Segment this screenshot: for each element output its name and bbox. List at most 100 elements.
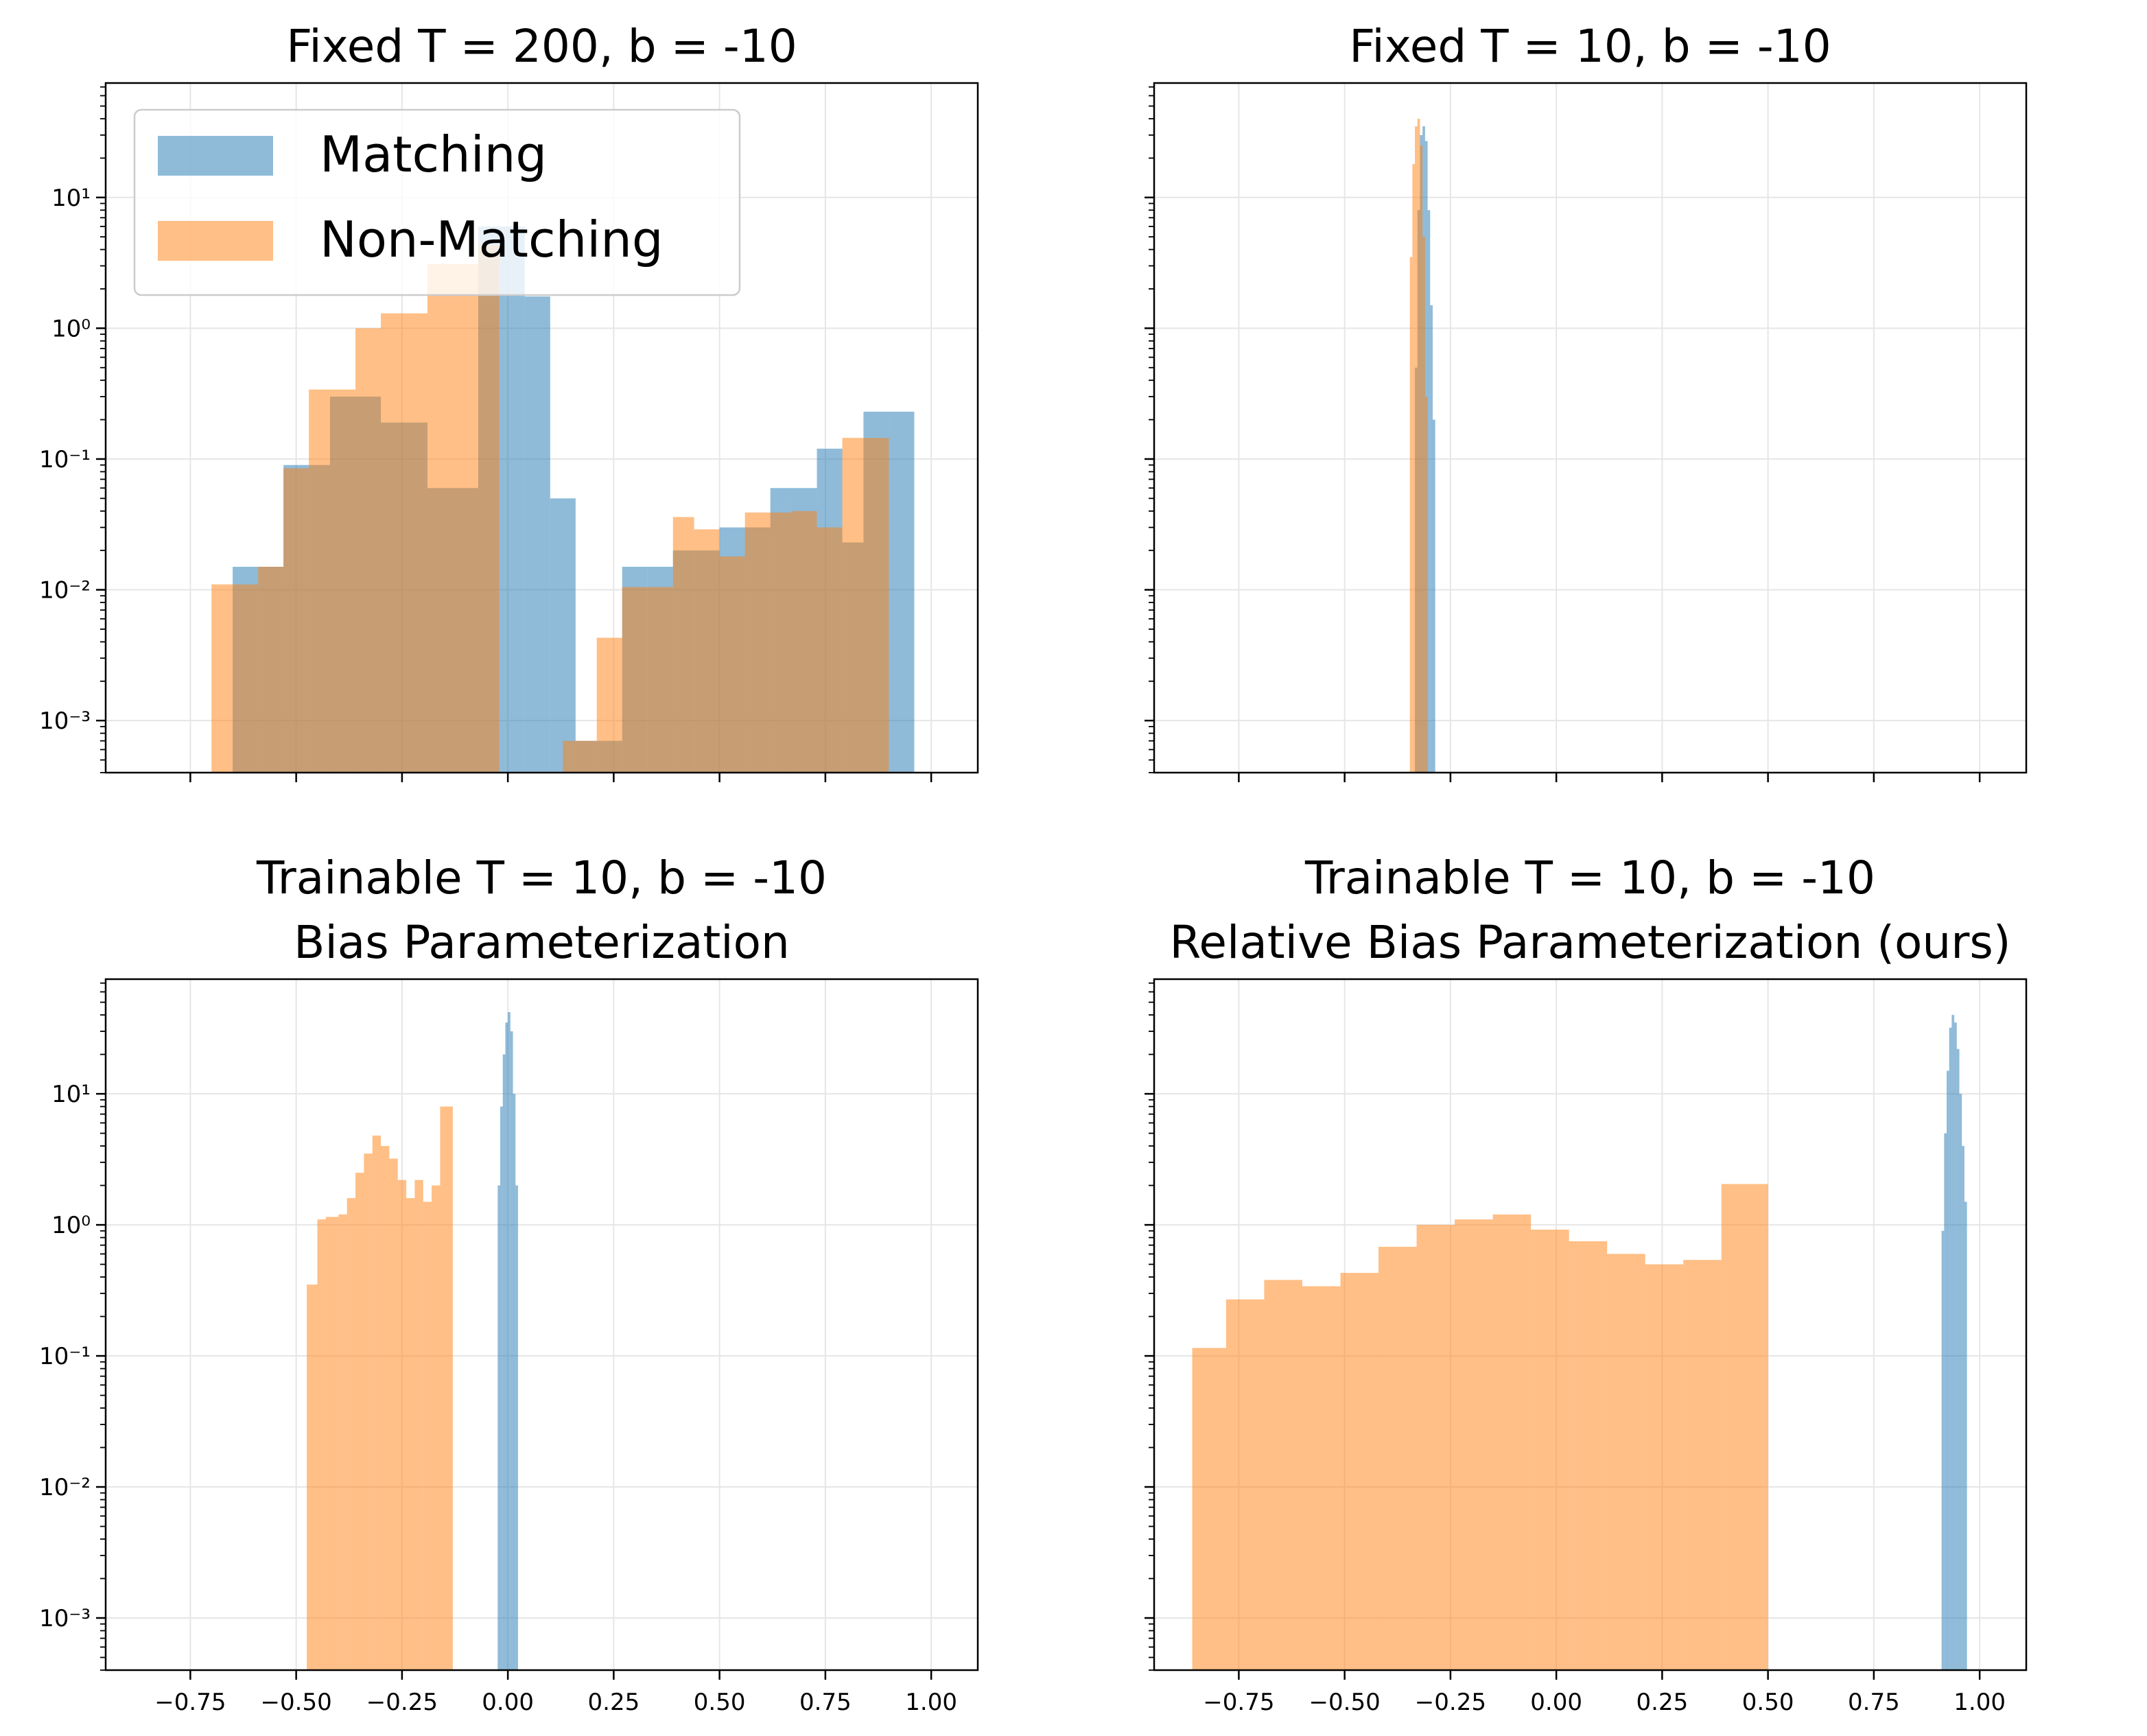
subplot-title: Trainable T = 10, b = -10 bbox=[256, 852, 827, 904]
histogram-bar bbox=[672, 517, 694, 773]
histogram-bar bbox=[427, 263, 453, 773]
x-tick-label: −0.50 bbox=[261, 1689, 332, 1716]
histogram-bar bbox=[524, 296, 550, 773]
x-tick-label: −0.25 bbox=[1415, 1689, 1486, 1716]
x-tick-label: 0.50 bbox=[1742, 1689, 1794, 1716]
histogram-bar bbox=[309, 389, 331, 773]
histogram-bar bbox=[1951, 1015, 1955, 1670]
histogram-bar bbox=[502, 1054, 506, 1670]
histogram-bar bbox=[325, 1217, 339, 1670]
y-tick-label: 10⁰ bbox=[51, 315, 91, 342]
histogram-bar bbox=[1531, 1230, 1569, 1670]
subplot-title: Bias Parameterization bbox=[294, 916, 790, 969]
series-non-matching bbox=[307, 1106, 453, 1670]
series-matching bbox=[497, 1012, 518, 1670]
x-tick-label: −0.25 bbox=[366, 1689, 438, 1716]
histogram-bar bbox=[508, 1012, 511, 1670]
y-tick-label: 10⁻³ bbox=[39, 707, 91, 735]
histogram-bar bbox=[647, 587, 673, 773]
histogram-bar bbox=[550, 498, 576, 773]
histogram-bar bbox=[770, 512, 792, 773]
histogram-bar bbox=[1964, 1201, 1967, 1670]
histogram-bar bbox=[1947, 1070, 1949, 1670]
histogram-bar bbox=[1569, 1241, 1608, 1670]
legend-swatch bbox=[158, 221, 273, 261]
histogram-bar bbox=[452, 263, 478, 773]
histogram-bar bbox=[389, 1158, 398, 1670]
histogram-bar bbox=[381, 313, 407, 773]
y-tick-label: 10⁻¹ bbox=[39, 446, 91, 473]
histogram-bar bbox=[513, 1094, 516, 1670]
axes-frame bbox=[1153, 82, 2028, 774]
histogram-bar bbox=[497, 1185, 501, 1670]
subplot-title: Trainable T = 10, b = -10 bbox=[1304, 852, 1875, 904]
series-non-matching bbox=[211, 245, 889, 773]
x-tick-label: 0.75 bbox=[799, 1689, 852, 1716]
x-tick-label: −0.75 bbox=[1203, 1689, 1274, 1716]
y-tick-label: 10⁰ bbox=[51, 1212, 91, 1239]
histogram-bar bbox=[1956, 1048, 1960, 1670]
histogram-bar bbox=[1607, 1254, 1645, 1670]
y-tick-label: 10⁻² bbox=[39, 577, 91, 605]
x-tick-label: 0.50 bbox=[694, 1689, 746, 1716]
histogram-bar bbox=[1340, 1273, 1379, 1670]
legend-swatch bbox=[158, 136, 273, 176]
x-tick-label: 0.00 bbox=[482, 1689, 534, 1716]
x-tick-label: 0.75 bbox=[1848, 1689, 1900, 1716]
x-tick-label: 1.00 bbox=[1954, 1689, 2006, 1716]
legend-label: Non-Matching bbox=[320, 211, 664, 268]
histogram-bar bbox=[719, 556, 745, 773]
histogram-bar bbox=[1962, 1146, 1964, 1670]
histogram-bar bbox=[432, 1185, 441, 1670]
histogram-bar bbox=[347, 1198, 356, 1670]
histogram-bar bbox=[1424, 397, 1428, 773]
histogram-bar bbox=[1954, 1022, 1957, 1670]
histogram-bar bbox=[1430, 305, 1433, 773]
histogram-bar bbox=[317, 1219, 326, 1670]
subplot-title: Fixed T = 200, b = -10 bbox=[286, 20, 797, 73]
histogram-bar bbox=[1412, 164, 1416, 773]
histogram-bar bbox=[237, 584, 259, 773]
histogram-bar bbox=[744, 512, 771, 773]
legend-label: Matching bbox=[320, 126, 547, 183]
histogram-bar bbox=[478, 245, 500, 773]
histogram-bar bbox=[1455, 1219, 1493, 1670]
subplot-title: Relative Bias Parameterization (ours) bbox=[1170, 916, 2011, 969]
histogram-bar bbox=[406, 1198, 415, 1670]
histogram-bar bbox=[423, 1201, 432, 1670]
histogram-bar bbox=[372, 1135, 382, 1670]
histogram-bar bbox=[258, 566, 284, 773]
histogram-bar bbox=[330, 389, 356, 773]
subplot-4: −0.75 −0.50 −0.25 0.00 0.25 0.50 0.75 1.00 Train… bbox=[1145, 852, 2028, 1716]
histogram-bar bbox=[1192, 1348, 1226, 1670]
x-tick-label: −0.50 bbox=[1309, 1689, 1381, 1716]
histogram-bar bbox=[1432, 419, 1435, 773]
histogram-bar bbox=[510, 1031, 513, 1670]
y-tick-label: 10⁻³ bbox=[39, 1605, 91, 1632]
subplot-1: 10⁻³ 10⁻² 10⁻¹ 10⁰ 10¹ Fixed T = 200, b = -10… bbox=[39, 20, 979, 782]
histogram-bar bbox=[283, 468, 309, 773]
histogram-bar bbox=[1959, 1094, 1962, 1670]
histogram-bar bbox=[1422, 237, 1425, 773]
series-non-matching bbox=[1409, 119, 1428, 773]
histogram-bar bbox=[1225, 1299, 1265, 1670]
histogram-bar bbox=[355, 328, 382, 773]
histogram-bar bbox=[1949, 1027, 1952, 1670]
histogram-bar bbox=[1378, 1247, 1417, 1670]
y-tick-label: 10¹ bbox=[51, 1081, 91, 1108]
histogram-bar bbox=[1683, 1260, 1722, 1670]
histogram-bar bbox=[397, 1180, 407, 1670]
histogram-bar bbox=[211, 584, 237, 773]
series-matching bbox=[1941, 1015, 1967, 1670]
axes-frame bbox=[104, 82, 979, 774]
histogram-bar bbox=[1420, 145, 1423, 773]
x-tick-label: 1.00 bbox=[905, 1689, 957, 1716]
histogram-bar bbox=[505, 1022, 508, 1670]
histogram-bar bbox=[817, 527, 843, 773]
histogram-bar bbox=[1721, 1184, 1768, 1670]
histogram-bar bbox=[355, 1173, 364, 1670]
y-tick-label: 10⁻² bbox=[39, 1474, 91, 1501]
histogram-bar bbox=[1944, 1133, 1947, 1670]
histogram-bar bbox=[1941, 1230, 1945, 1670]
